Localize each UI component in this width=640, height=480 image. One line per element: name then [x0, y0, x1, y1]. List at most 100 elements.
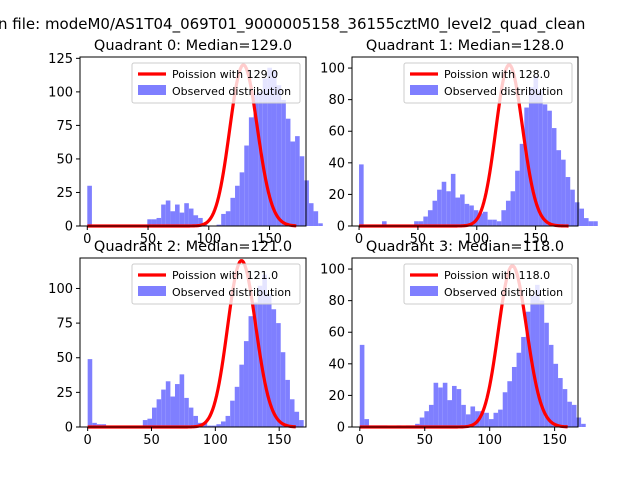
histogram-bar	[188, 407, 194, 427]
y-tick-label: 80	[328, 294, 345, 309]
histogram-bar	[561, 159, 566, 226]
histogram-bar	[216, 224, 222, 226]
x-tick-label: 50	[140, 232, 157, 247]
histogram-bar	[447, 400, 453, 427]
histogram-bar	[521, 336, 526, 427]
histogram-bar	[239, 172, 245, 226]
histogram-bar	[179, 374, 185, 427]
histogram-bar	[498, 409, 503, 427]
histogram-bar	[253, 302, 258, 427]
histogram-bar	[235, 185, 240, 226]
histogram-bar	[262, 78, 268, 226]
histogram-bar	[313, 211, 319, 226]
histogram-bar	[511, 366, 517, 427]
histogram-bar	[488, 419, 494, 427]
legend-label-observed: Observed distribution	[172, 85, 291, 98]
x-tick-label: 100	[196, 232, 221, 247]
y-tick-label: 60	[328, 125, 345, 140]
histogram-bar	[225, 415, 231, 427]
histogram-bar	[551, 128, 557, 226]
x-tick-label: 150	[257, 232, 282, 247]
y-tick-label: 0	[65, 220, 73, 235]
histogram-bar	[542, 104, 548, 226]
y-axis: 0 25 50 75 100	[48, 282, 80, 436]
histogram-bar	[464, 203, 470, 226]
histogram-bar	[465, 414, 471, 427]
histogram-bar	[469, 205, 474, 226]
x-tick-label: 50	[410, 232, 427, 247]
histogram-bar	[161, 204, 166, 226]
histogram-bar	[156, 399, 162, 427]
x-tick-label: 100	[203, 433, 228, 448]
histogram-bar	[538, 90, 543, 227]
histogram-bar	[479, 411, 485, 427]
y-tick-label: 25	[56, 386, 73, 401]
legend-bar-swatch	[138, 85, 166, 95]
subplot-grid: Quadrant 0: Median=129.0 0 50 100 150 0 25 50 75…	[48, 38, 598, 448]
axes-frame	[351, 257, 579, 428]
histogram-bar	[318, 223, 323, 226]
y-tick-label: 75	[56, 317, 73, 332]
histogram-bar	[516, 352, 522, 427]
histogram-bar	[239, 364, 244, 427]
legend-box	[131, 263, 301, 305]
histogram-bar	[423, 216, 428, 226]
histogram-bar	[174, 384, 180, 427]
histogram-bar	[271, 70, 277, 227]
histogram-bars	[359, 284, 586, 427]
x-tick-label: 150	[542, 433, 567, 448]
histogram-bar	[427, 210, 433, 226]
subplot-title: Quadrant 3: Median=118.0	[366, 239, 564, 255]
histogram-bar	[487, 219, 493, 226]
legend: Poission with 129.0 Observed distribution	[131, 62, 301, 104]
histogram-bar	[221, 213, 226, 226]
histogram-bars	[87, 274, 304, 427]
histogram-bar	[147, 219, 152, 226]
histogram-bar	[501, 210, 506, 226]
histogram-bar	[382, 221, 387, 226]
histogram-bar	[290, 141, 296, 226]
axes-frame	[79, 56, 307, 227]
histogram-bar	[295, 136, 300, 226]
histogram-bar	[525, 311, 531, 427]
histogram-bar	[544, 322, 549, 427]
legend-bar-swatch	[138, 286, 166, 296]
histogram-bar	[414, 221, 419, 226]
histogram-bar	[535, 284, 540, 427]
histogram-bar	[470, 406, 476, 427]
histogram-bar	[359, 164, 364, 226]
histogram-bar	[179, 212, 185, 226]
subplot-3: Quadrant 3: Median=118.0 0 50 100 150 0 20 40 60…	[320, 239, 586, 448]
histogram-bar	[184, 203, 189, 226]
y-axis: 0 20 40 60 80 100	[320, 62, 352, 235]
histogram-bar	[207, 425, 212, 427]
histogram-bar	[419, 417, 425, 427]
x-tick-label: 0	[84, 433, 92, 448]
histogram-bar	[502, 392, 508, 427]
histogram-bar	[142, 420, 148, 427]
legend-box	[131, 62, 301, 104]
histogram-bar	[87, 185, 92, 226]
histogram-bar	[359, 344, 365, 427]
histogram-bar	[165, 381, 171, 427]
histogram-bar	[496, 221, 502, 226]
histogram-bar	[484, 412, 489, 427]
histogram-bar	[216, 424, 221, 427]
histogram-bar	[478, 213, 484, 226]
histogram-bar	[230, 400, 235, 427]
legend: Poission with 121.0 Observed distribution	[131, 263, 301, 305]
y-tick-label: 60	[328, 326, 345, 341]
axes-frame	[351, 56, 579, 227]
histogram-bar	[452, 385, 457, 427]
histogram-bar	[188, 208, 194, 226]
histogram-bar	[548, 344, 554, 427]
legend-box	[403, 263, 573, 305]
y-tick-label: 100	[48, 85, 73, 100]
y-tick-label: 40	[328, 156, 345, 171]
y-tick-label: 0	[337, 220, 345, 235]
histogram-bar	[461, 404, 466, 427]
histogram-bar	[442, 382, 448, 427]
histogram-bar	[234, 386, 240, 427]
subplot-1: Quadrant 1: Median=128.0 0 50 100 150 0 20 40 60…	[320, 38, 598, 247]
